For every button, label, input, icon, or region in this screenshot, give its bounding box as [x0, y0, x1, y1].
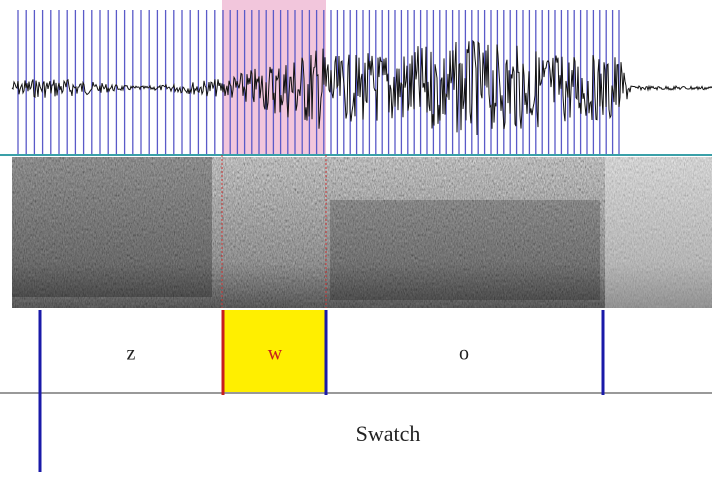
word-label[interactable]: Swatch [356, 421, 421, 446]
waveform [11, 39, 712, 136]
spectrogram-light-region [605, 157, 712, 308]
segment-tier [0, 308, 712, 393]
spectrogram-shade [12, 157, 712, 308]
interval-label[interactable]: o [459, 343, 469, 365]
spectrogram-dark-region [12, 157, 212, 297]
interval-label[interactable]: w [268, 343, 283, 365]
spectrogram-dark-region [330, 200, 600, 300]
selected-interval[interactable] [223, 310, 326, 393]
interval-label[interactable]: z [127, 343, 136, 365]
